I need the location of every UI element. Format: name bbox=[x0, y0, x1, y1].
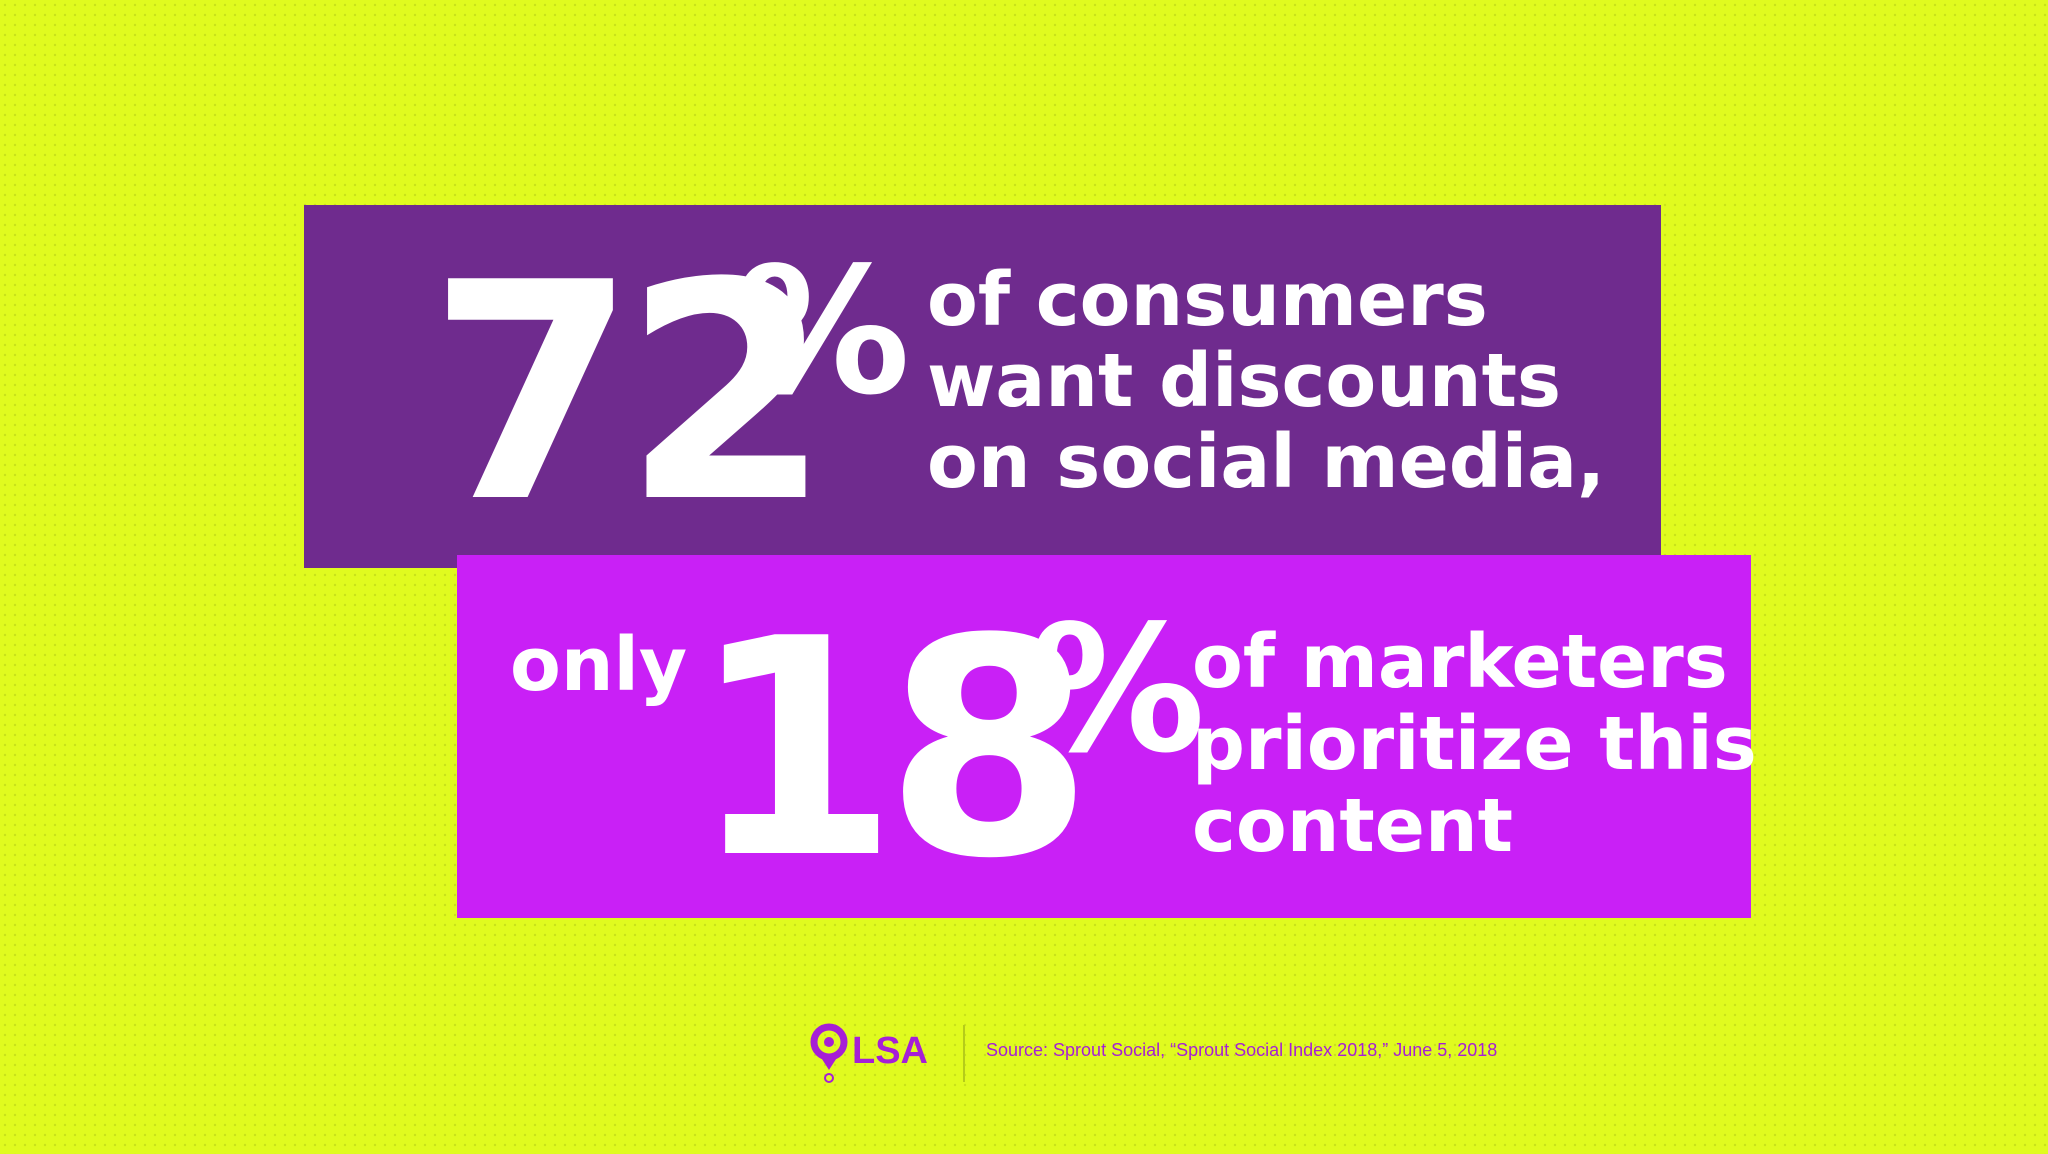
stat-box-marketers bbox=[457, 555, 1751, 918]
logo: LSA bbox=[810, 1023, 928, 1083]
stat-unit: % bbox=[1030, 589, 1205, 792]
stat-text: of marketers bbox=[1192, 619, 1728, 705]
stat-number: 18 bbox=[690, 575, 1079, 924]
stat-unit: % bbox=[735, 231, 910, 434]
stat-text: of consumers bbox=[927, 257, 1488, 343]
stat-text: content bbox=[1192, 783, 1513, 869]
stat-box-consumers bbox=[304, 205, 1661, 568]
logo-pin-base bbox=[824, 1073, 834, 1083]
stat-text: want discounts bbox=[927, 338, 1561, 424]
stat-text: on social media, bbox=[927, 419, 1605, 505]
stat-prefix: only bbox=[510, 622, 687, 708]
stat-text: prioritize this bbox=[1192, 701, 1757, 787]
logo-text: LSA bbox=[852, 1030, 928, 1072]
source: Source: Sprout Social, “Sprout Social In… bbox=[986, 1040, 1497, 1060]
logo-pin-dot bbox=[824, 1037, 834, 1047]
stat-number: 72 bbox=[428, 219, 817, 568]
logo-pin-tip bbox=[820, 1056, 838, 1070]
